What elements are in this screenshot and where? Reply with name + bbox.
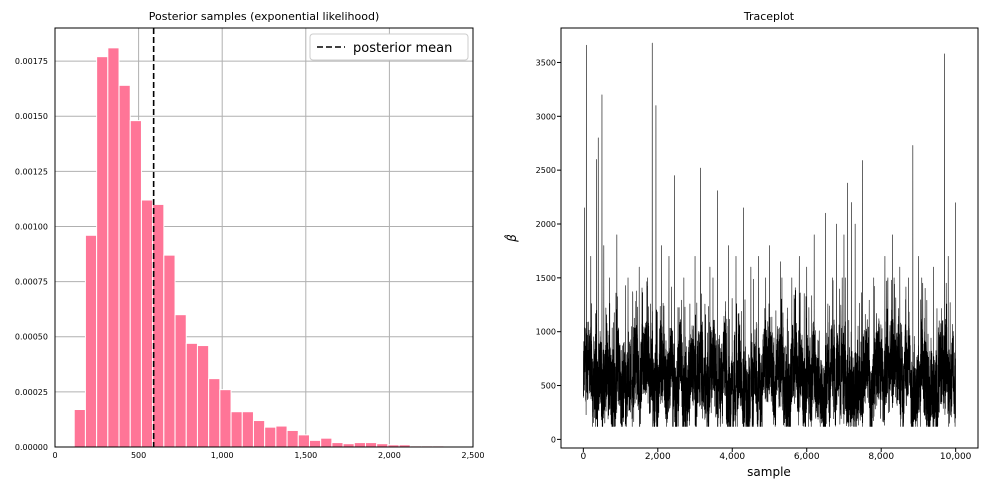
- histogram-bars: [73, 47, 445, 448]
- x-tick-label: 4,000: [719, 452, 745, 462]
- y-tick-label: 0.00000: [15, 443, 48, 452]
- legend-label: posterior mean: [353, 41, 452, 56]
- y-tick-label: 3500: [536, 58, 556, 67]
- y-tick-label: 0.00100: [15, 222, 48, 231]
- histogram-bar: [230, 411, 243, 448]
- traceplot-x-label: sample: [747, 465, 791, 479]
- histogram-bar: [174, 314, 187, 448]
- histogram-bar: [264, 426, 277, 448]
- histogram-bar: [219, 389, 232, 448]
- histogram-bar: [196, 345, 210, 448]
- trace-line: [583, 42, 956, 427]
- histogram-bar: [208, 378, 221, 448]
- y-tick-label: 0.00125: [15, 167, 48, 176]
- traceplot-x-ticks: 0 2,000 4,000 6,000 8,000 10,000: [580, 448, 972, 462]
- y-tick-label: 0.00150: [15, 112, 48, 121]
- histogram-bar: [107, 47, 120, 448]
- x-tick-label: 1,500: [294, 451, 317, 460]
- histogram-bar: [275, 425, 288, 448]
- x-tick-label: 2,000: [378, 451, 401, 460]
- histogram-bar: [252, 420, 266, 448]
- traceplot-panel: Traceplot 0 2,000 4,000 6,000 8,000 10,000 0 5…: [503, 10, 979, 479]
- x-tick-label: 0: [52, 451, 57, 460]
- x-tick-label: 2,500: [462, 451, 485, 460]
- traceplot-y-label: β̂: [503, 234, 519, 243]
- histogram-bar: [118, 84, 131, 448]
- histogram-panel: Posterior samples (exponential likelihoo…: [15, 10, 485, 460]
- histogram-bar: [308, 439, 322, 448]
- legend-box: [309, 33, 469, 61]
- histogram-bar: [297, 434, 310, 448]
- histogram-bar: [140, 199, 154, 448]
- x-tick-label: 0: [580, 452, 586, 462]
- traceplot-y-ticks: 0 500 1000 1500 2000 2500 3000 3500: [536, 58, 561, 444]
- traceplot-frame: [560, 27, 979, 449]
- x-tick-label: 8,000: [868, 452, 894, 462]
- histogram-bar: [73, 409, 86, 448]
- histogram-bar: [286, 429, 299, 448]
- histogram-bar: [129, 120, 142, 448]
- histogram-bar: [185, 342, 198, 448]
- histogram-bar: [96, 56, 109, 448]
- y-tick-label: 500: [541, 382, 556, 391]
- x-tick-label: 10,000: [940, 452, 972, 462]
- histogram-bar: [320, 437, 333, 448]
- y-tick-label: 1500: [536, 274, 556, 283]
- histogram-bar: [364, 442, 378, 448]
- traceplot-title: Traceplot: [743, 10, 795, 23]
- y-tick-label: 0.00025: [15, 388, 48, 397]
- y-tick-label: 0: [551, 435, 556, 444]
- y-tick-label: 1000: [536, 328, 556, 337]
- histogram-legend: posterior mean: [309, 33, 469, 61]
- y-tick-label: 2500: [536, 166, 556, 175]
- y-tick-label: 0.00075: [15, 278, 48, 287]
- histogram-y-ticks: 0.00000 0.00025 0.00050 0.00075 0.00100 0.001…: [15, 57, 48, 452]
- y-tick-label: 2000: [536, 220, 556, 229]
- histogram-bar: [353, 442, 366, 448]
- y-tick-label: 3000: [536, 112, 556, 121]
- histogram-bar: [331, 442, 344, 448]
- x-tick-label: 2,000: [645, 452, 671, 462]
- histogram-bar: [163, 254, 176, 448]
- histogram-title: Posterior samples (exponential likelihoo…: [149, 10, 379, 23]
- y-tick-label: 0.00175: [15, 57, 48, 66]
- histogram-x-ticks: 0 500 1,000 1,500 2,000 2,500: [52, 451, 484, 460]
- x-tick-label: 500: [131, 451, 146, 460]
- histogram-bar: [84, 234, 98, 448]
- histogram-frame: [54, 27, 474, 448]
- histogram-bar: [241, 411, 254, 448]
- y-tick-label: 0.00050: [15, 333, 48, 342]
- x-tick-label: 1,000: [211, 451, 234, 460]
- x-tick-label: 6,000: [794, 452, 820, 462]
